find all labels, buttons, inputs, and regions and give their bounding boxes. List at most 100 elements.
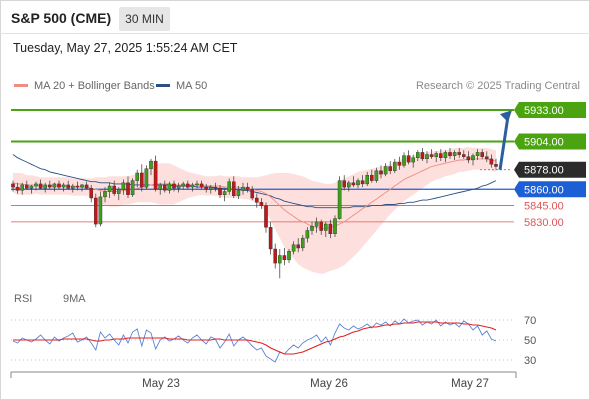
candle-body — [66, 184, 70, 189]
candle-body — [397, 161, 402, 166]
candle-body — [135, 172, 140, 181]
candle-body — [158, 184, 163, 190]
candle-body — [254, 197, 259, 203]
candle-body — [356, 180, 360, 186]
candle-body — [452, 152, 457, 156]
candle-body — [379, 170, 383, 175]
candle-body — [116, 189, 121, 194]
projection-arrow-head — [500, 110, 512, 123]
candle-body — [347, 182, 351, 188]
legend-label-ma50: MA 50 — [176, 80, 208, 92]
ma50-line — [12, 154, 497, 209]
candle-body — [291, 244, 296, 252]
price-label: 5933.00 — [524, 105, 564, 117]
candle-body — [268, 227, 273, 250]
candle-body — [227, 181, 232, 192]
candle-body — [429, 154, 434, 157]
candle-body — [406, 155, 411, 163]
candle-body — [282, 255, 287, 261]
candle-body — [70, 185, 75, 189]
candle-body — [245, 186, 250, 190]
legend-item-rsi: RSI — [14, 293, 32, 305]
copyright-text: Research © 2025 Trading Central — [415, 80, 580, 92]
candle-body — [29, 185, 34, 189]
candle-body — [420, 152, 425, 160]
candle-body — [250, 189, 255, 199]
candle-body — [93, 197, 98, 225]
candle-body — [213, 186, 218, 189]
candle-body — [231, 181, 236, 196]
ma50-swatch — [156, 83, 170, 87]
price-tag-5878.00 — [514, 161, 586, 178]
candle-body — [107, 185, 112, 192]
legend-label-rsi: RSI — [14, 293, 33, 305]
candle-body — [121, 182, 126, 190]
candle-body — [439, 153, 443, 159]
ma20-line — [12, 158, 497, 229]
candle-body — [185, 183, 190, 188]
candle-body — [319, 221, 324, 231]
candle-body — [328, 223, 333, 235]
candle-body — [374, 170, 379, 181]
candle-body — [457, 152, 462, 155]
candle-body — [15, 186, 20, 191]
price-tag-5860.00 — [514, 181, 586, 198]
candle-body — [310, 225, 314, 231]
instrument-title: S&P 500 (CME) — [11, 10, 112, 26]
candle-body — [393, 161, 397, 172]
candle-body — [80, 184, 84, 188]
price-label: 5904.00 — [524, 137, 564, 149]
legend-item-ma20: MA 20 + Bollinger Bands — [14, 80, 155, 92]
candle-body — [333, 218, 337, 235]
candle-body — [48, 184, 52, 188]
candle-body — [494, 164, 498, 167]
candle-body — [475, 152, 480, 156]
candle-body — [480, 152, 485, 157]
candle-body — [402, 155, 406, 166]
ma20-swatch — [14, 83, 28, 87]
candle-body — [236, 190, 241, 196]
price-tag-5904.00 — [514, 133, 586, 150]
rsi-tick-label: 30 — [524, 355, 536, 367]
candle-body — [471, 155, 475, 161]
candle-body — [126, 182, 130, 195]
bollinger-band — [13, 146, 496, 274]
candle-body — [342, 180, 347, 188]
candle-body — [112, 185, 116, 194]
candle-body — [296, 244, 301, 249]
candle-body — [222, 191, 227, 195]
legend-item-ma50: MA 50 — [156, 80, 207, 92]
candle-body — [337, 180, 342, 219]
candle-body — [351, 182, 356, 186]
candle-body — [167, 183, 172, 191]
price-label: 5845.00 — [524, 201, 564, 213]
candle-body — [162, 184, 167, 191]
candle-body — [103, 191, 107, 198]
candle-body — [434, 153, 439, 157]
candle-body — [98, 196, 103, 225]
candle-body — [365, 174, 370, 185]
candle-body — [130, 180, 135, 195]
candle-body — [485, 156, 489, 160]
candle-body — [273, 248, 278, 264]
timeframe-badge[interactable]: 30 MIN — [119, 7, 170, 31]
candle-body — [84, 184, 89, 189]
candle-body — [241, 186, 245, 191]
candle-body — [264, 205, 268, 228]
candle-body — [448, 152, 452, 156]
candle-body — [208, 186, 213, 190]
candle-body — [360, 180, 365, 185]
candle-body — [425, 154, 429, 160]
candle-body — [259, 202, 264, 206]
candle-body — [324, 223, 328, 231]
candle-body — [278, 255, 282, 264]
candle-body — [195, 183, 199, 186]
rsi-9ma-line — [13, 321, 497, 355]
price-label: 5878.00 — [524, 165, 564, 177]
legend-label-ma20: MA 20 + Bollinger Bands — [34, 80, 155, 92]
candle-body — [172, 183, 176, 189]
candle-body — [383, 166, 388, 175]
candle-body — [52, 183, 57, 188]
candle-body — [199, 183, 204, 188]
